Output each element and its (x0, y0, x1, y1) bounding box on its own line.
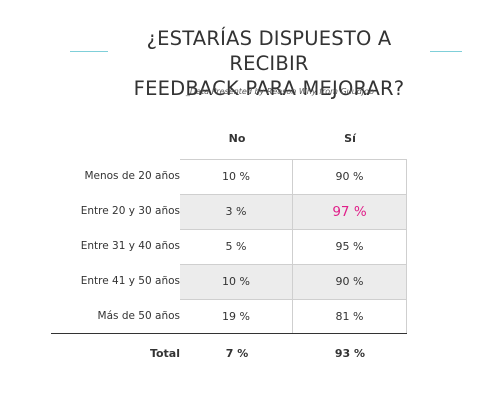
table-row: 5 % 95 % (180, 230, 406, 265)
row-label: Entre 41 y 50 años (80, 275, 180, 287)
column-header-no: No (228, 132, 246, 145)
table-row: 3 % 97 % (180, 195, 406, 230)
chart-title-line-2: FEEDBACK PARA MEJORAR? (133, 77, 405, 100)
table-row: 19 % 81 % (180, 300, 406, 335)
row-label: Más de 50 años (97, 310, 180, 322)
cell-si: 95 % (335, 240, 364, 253)
cell-si-highlight: 97 % (332, 204, 367, 220)
total-label: Total (149, 347, 180, 360)
title-rule-right (430, 51, 462, 52)
chart-title-line-1: ¿ESTARÍAS DISPUESTO A RECIBIR (146, 27, 392, 75)
table-row: 10 % 90 % (180, 265, 406, 300)
total-no: 7 % (225, 347, 249, 360)
table-baseline (51, 333, 407, 334)
cell-si: 81 % (335, 310, 364, 323)
column-header-si: Sí (344, 132, 356, 145)
title-rule-left (70, 51, 108, 52)
cell-no: 10 % (180, 160, 293, 194)
chart-title: ¿ESTARÍAS DISPUESTO A RECIBIR FEEDBACK P… (108, 26, 430, 101)
cell-no: 19 % (180, 300, 293, 334)
chart-subtitle: _Data Presented by Reason Why from Guudj… (185, 87, 375, 96)
total-si: 93 % (334, 347, 366, 360)
cell-no: 5 % (180, 230, 293, 264)
row-label: Entre 31 y 40 años (80, 240, 180, 252)
cell-no: 3 % (180, 195, 293, 229)
row-label: Entre 20 y 30 años (80, 205, 180, 217)
data-table-grid: 10 % 90 % 3 % 97 % 5 % 95 % 10 % 90 % 19… (180, 159, 407, 334)
cell-si: 90 % (335, 275, 364, 288)
row-label: Menos de 20 años (84, 170, 180, 182)
table-row: 10 % 90 % (180, 160, 406, 195)
cell-si: 90 % (335, 170, 364, 183)
cell-no: 10 % (180, 265, 293, 299)
